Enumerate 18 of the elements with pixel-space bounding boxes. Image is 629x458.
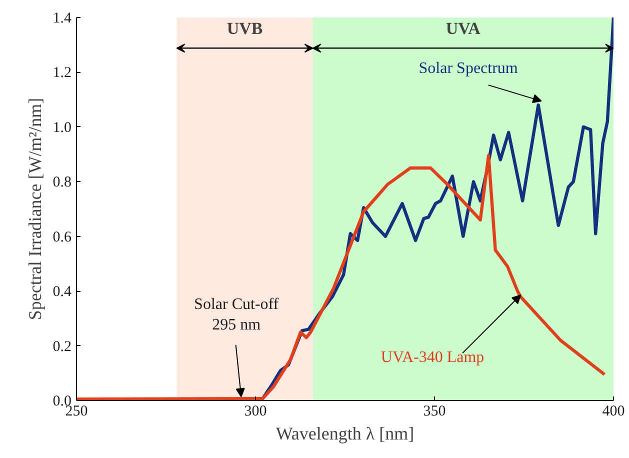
y-tick-label: 0.8 [52, 174, 72, 191]
text: Solar Spectrum [418, 60, 518, 78]
y-tick-label: 0.4 [52, 284, 72, 300]
y-tick-label: 1.0 [52, 120, 72, 136]
band-label: UVB [226, 19, 263, 38]
band-label: UVA [446, 19, 482, 38]
x-axis-title: Wavelength λ [nm] [276, 424, 414, 444]
line-series [76, 154, 606, 400]
x-tick-label: 400 [602, 404, 625, 420]
x-tick-label: 350 [423, 404, 446, 420]
text: UVA-340 Lamp [380, 349, 484, 366]
y-tick-label: 1.2 [52, 65, 72, 82]
y-tick-label: 0.6 [52, 229, 72, 246]
y-axis-title: Spectral Irradiance [W/m²/nm] [24, 98, 45, 320]
x-tick-label: 300 [244, 404, 267, 420]
y-tick-label: 0.2 [52, 338, 72, 355]
y-tick-label: 1.4 [52, 10, 72, 26]
annotation: Solar Cut-off 295 nm [194, 296, 280, 334]
